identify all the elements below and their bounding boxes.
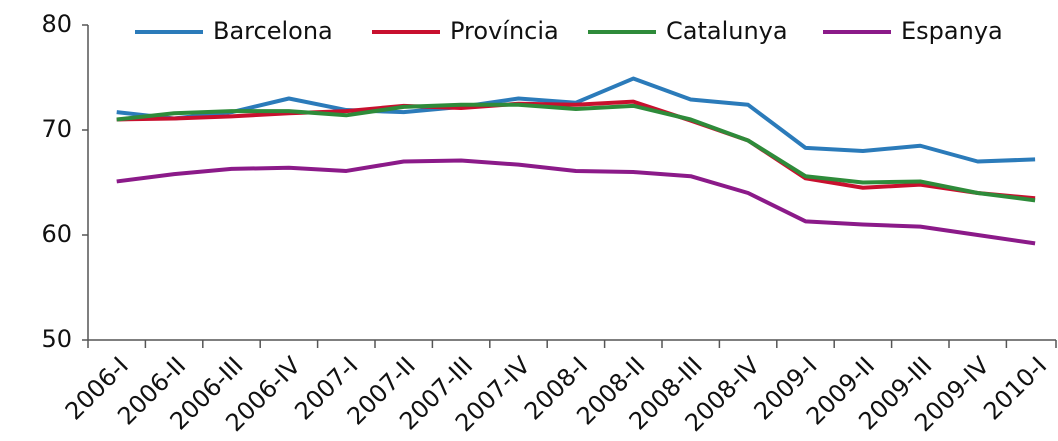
- y-tick-label: 70: [41, 115, 72, 143]
- x-tick-label: 2010-I: [978, 351, 1052, 425]
- series-line: [116, 102, 1036, 203]
- legend-label: Província: [450, 17, 559, 45]
- y-tick-label: 60: [41, 220, 72, 248]
- series-line: [116, 99, 1036, 201]
- series-line: [116, 76, 1036, 164]
- legend-label: Barcelona: [213, 17, 333, 45]
- series-line: [116, 158, 1036, 246]
- legend-label: Catalunya: [666, 17, 788, 45]
- y-tick-label: 50: [41, 325, 72, 353]
- legend-label: Espanya: [901, 17, 1003, 45]
- y-tick-label: 80: [41, 10, 72, 38]
